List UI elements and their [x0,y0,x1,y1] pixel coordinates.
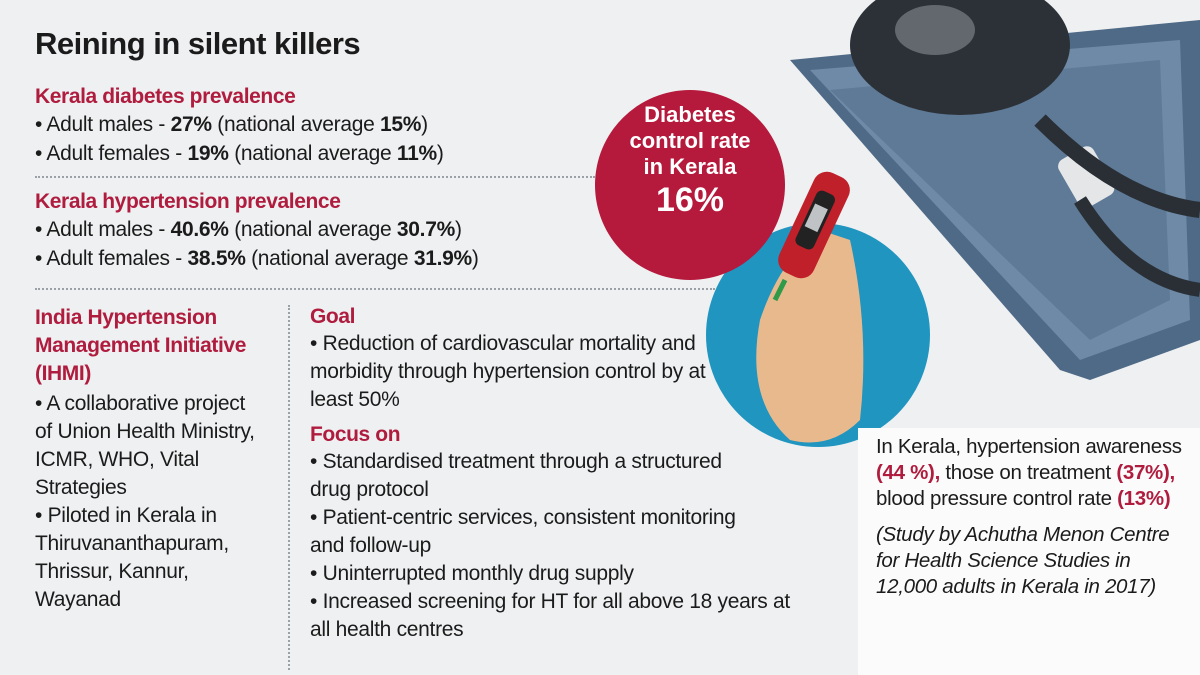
blood-pressure-cuff-illustration [790,0,1200,380]
glucometer-hand-illustration [706,171,930,447]
callout-text: Diabetes [644,102,736,127]
goal-heading: Goal [310,305,356,328]
hypertension-heading: Kerala hypertension prevalence [35,190,341,213]
column-divider [288,305,290,670]
callout-value: 16% [655,181,725,219]
focus-item: • Uninterrupted monthly drug supply [310,562,634,585]
hypertension-females: • Adult females - 38.5% (national averag… [35,247,479,270]
page-title: Reining in silent killers [35,26,361,61]
callout-text: in Kerala [643,154,737,179]
study-box: In Kerala, hypertension awareness (44 %)… [858,428,1200,675]
divider [35,176,595,178]
study-stats: In Kerala, hypertension awareness (44 %)… [876,435,1182,510]
ihmi-heading: India Hypertension Management Initiative… [35,306,246,385]
goal-item: • Reduction of cardiovascular mortality … [310,332,706,411]
ihmi-item: • Piloted in Kerala in Thiruvananthapura… [35,504,229,611]
divider [35,288,715,290]
diabetes-males: • Adult males - 27% (national average 15… [35,113,428,136]
callout-text: control rate [629,128,751,153]
focus-item: • Standardised treatment through a struc… [310,450,722,501]
ihmi-section: India Hypertension Management Initiative… [35,304,265,614]
hypertension-section: Kerala hypertension prevalence • Adult m… [35,189,479,273]
focus-item: • Patient-centric services, consistent m… [310,506,736,557]
diabetes-females: • Adult females - 19% (national average … [35,142,444,165]
diabetes-section: Kerala diabetes prevalence • Adult males… [35,84,444,168]
focus-heading: Focus on [310,423,401,446]
study-source: (Study by Achutha Menon Centre for Healt… [876,523,1170,598]
focus-item: • Increased screening for HT for all abo… [310,590,790,641]
hypertension-males: • Adult males - 40.6% (national average … [35,218,462,241]
diabetes-control-callout: Diabetes control rate in Kerala 16% [595,90,785,280]
goal-section: Goal • Reduction of cardiovascular morta… [310,304,810,644]
diabetes-heading: Kerala diabetes prevalence [35,85,296,108]
ihmi-item: • A collaborative project of Union Healt… [35,392,255,499]
